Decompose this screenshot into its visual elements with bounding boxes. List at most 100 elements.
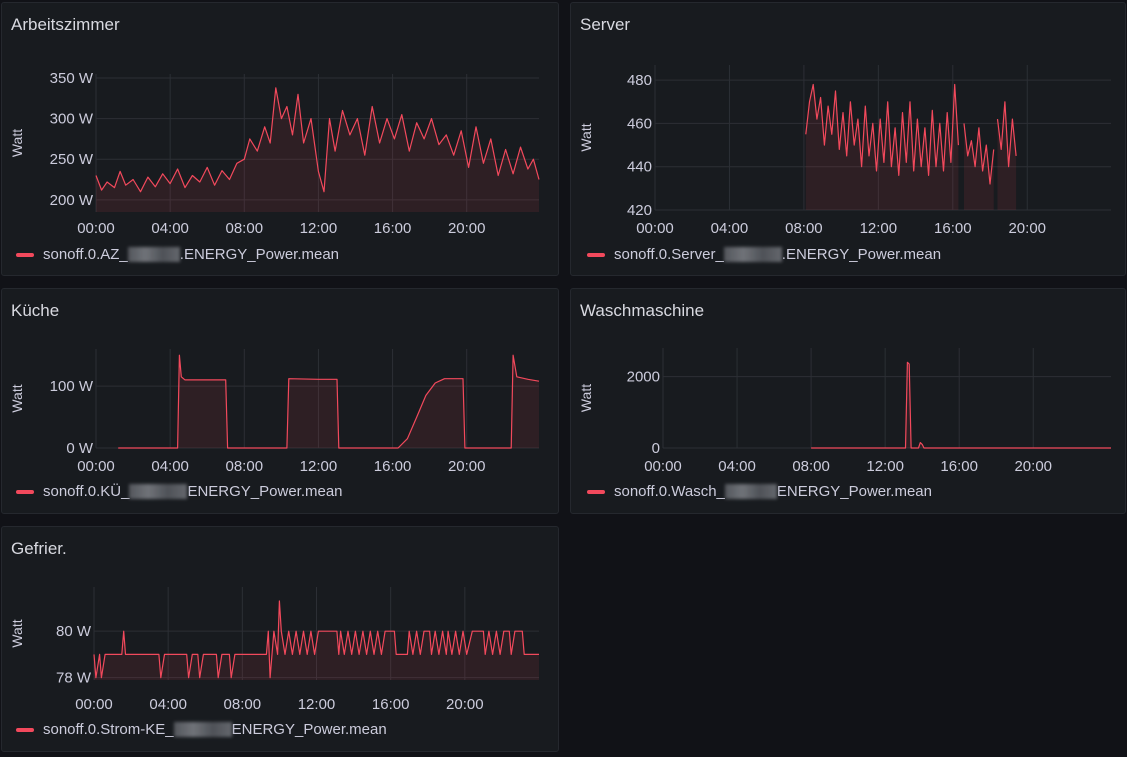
x-tick-label: 08:00 [792, 458, 830, 475]
chart-waschmaschine[interactable]: 00:00 04:00 08:00 12:00 16:00 20:00 0 2000 Watt [571, 289, 1125, 513]
legend-label-suffix: ENERGY_Power.mean [231, 721, 387, 738]
panel-server[interactable]: Server 00:00 04:00 08:00 12:00 16:00 20:00 420… [570, 2, 1126, 276]
legend-label-prefix: sonoff.0.KÜ_ [43, 483, 130, 500]
x-tick-label: 00:00 [77, 220, 115, 237]
series-line[interactable] [963, 123, 995, 185]
x-tick-label: 20:00 [448, 458, 486, 475]
x-tick-label: 04:00 [718, 458, 756, 475]
chart-arbeitszimmer[interactable]: 00:00 04:00 08:00 12:00 16:00 20:00 200 W 250 W… [2, 3, 558, 275]
panel-waschmaschine[interactable]: Waschmaschine 00:00 04:00 08:00 12:00 16:00 2… [570, 288, 1126, 514]
series-area [997, 101, 1017, 210]
panel-arbeitszimmer[interactable]: Arbeitszimmer 00:00 04:00 08:00 12:00 16:00 2… [1, 2, 559, 276]
legend-item[interactable]: sonoff.0.Server_ .ENERGY_Power.mean [587, 246, 941, 263]
x-tick-label: 12:00 [298, 696, 336, 713]
series-line[interactable] [95, 87, 540, 193]
y-tick-label: 100 W [50, 378, 94, 395]
x-tick-label: 12:00 [866, 458, 904, 475]
x-tick-label: 04:00 [149, 696, 187, 713]
redacted-text [129, 484, 188, 499]
x-tick-label: 00:00 [644, 458, 682, 475]
y-tick-label: 200 W [50, 192, 94, 209]
series-line[interactable] [811, 361, 1111, 449]
legend-item[interactable]: sonoff.0.Wasch_ ENERGY_Power.mean [587, 483, 932, 500]
x-tick-label: 16:00 [374, 458, 412, 475]
series-line[interactable] [118, 354, 540, 449]
legend-label-suffix: ENERGY_Power.mean [187, 483, 343, 500]
y-tick-label: 80 W [56, 623, 92, 640]
y-axis-label: Watt [578, 384, 594, 412]
x-tick-label: 00:00 [75, 696, 113, 713]
panel-title[interactable]: Arbeitszimmer [11, 15, 120, 34]
x-tick-label: 12:00 [860, 220, 898, 237]
series-line[interactable] [93, 600, 539, 679]
y-tick-label: 2000 [627, 369, 660, 386]
x-tick-label: 08:00 [785, 220, 823, 237]
y-tick-label: 0 W [66, 440, 94, 457]
y-tick-label: 440 [627, 159, 652, 176]
y-tick-label: 420 [627, 202, 652, 219]
x-tick-label: 20:00 [446, 696, 484, 713]
legend-item[interactable]: sonoff.0.Strom-KE_ ENERGY_Power.mean [16, 721, 387, 738]
x-tick-label: 12:00 [300, 458, 338, 475]
legend-label-prefix: sonoff.0.Strom-KE_ [43, 721, 174, 738]
legend-item[interactable]: sonoff.0.KÜ_ ENERGY_Power.mean [16, 483, 343, 500]
legend-label-prefix: sonoff.0.Server_ [614, 246, 724, 263]
legend-label-prefix: sonoff.0.AZ_ [43, 246, 128, 263]
series-line[interactable] [805, 83, 959, 176]
x-tick-label: 04:00 [711, 220, 749, 237]
x-tick-label: 08:00 [226, 220, 264, 237]
legend-swatch [587, 489, 605, 494]
y-axis-label: Watt [9, 384, 25, 412]
y-tick-label: 78 W [56, 670, 92, 687]
y-tick-label: 350 W [50, 70, 94, 87]
chart-gefrier[interactable]: 00:00 04:00 08:00 12:00 16:00 20:00 78 W 80 W Wa… [2, 527, 558, 751]
series-area [94, 601, 539, 680]
legend-label-prefix: sonoff.0.Wasch_ [614, 483, 725, 500]
legend-swatch [587, 252, 605, 257]
series-line[interactable] [996, 101, 1017, 168]
x-tick-label: 08:00 [224, 696, 262, 713]
panel-kueche[interactable]: Küche 00:00 04:00 08:00 12:00 16:00 20:00 0 W 1… [1, 288, 559, 514]
panel-gefrier[interactable]: Gefrier. 00:00 04:00 08:00 12:00 16:00 20:00 7… [1, 526, 559, 752]
legend-swatch [16, 727, 34, 732]
x-tick-label: 16:00 [372, 696, 410, 713]
redacted-text [173, 722, 232, 737]
x-tick-label: 04:00 [151, 220, 189, 237]
y-tick-label: 250 W [50, 151, 94, 168]
legend-swatch [16, 252, 34, 257]
y-tick-label: 0 [652, 440, 660, 457]
series-area [96, 87, 539, 212]
x-tick-label: 08:00 [226, 458, 264, 475]
x-tick-label: 20:00 [448, 220, 486, 237]
y-tick-label: 300 W [50, 111, 94, 128]
x-tick-label: 20:00 [1008, 220, 1046, 237]
y-axis-label: Watt [9, 129, 25, 157]
panel-title[interactable]: Waschmaschine [580, 301, 705, 320]
legend-swatch [16, 489, 34, 494]
x-tick-label: 16:00 [934, 220, 972, 237]
x-tick-label: 16:00 [374, 220, 412, 237]
x-tick-label: 00:00 [636, 220, 674, 237]
panel-title[interactable]: Küche [11, 301, 60, 320]
panel-title[interactable]: Gefrier. [11, 539, 67, 558]
legend-item[interactable]: sonoff.0.AZ_ .ENERGY_Power.mean [16, 246, 339, 263]
series-area [811, 362, 1111, 448]
legend-label-suffix: ENERGY_Power.mean [776, 483, 932, 500]
x-tick-label: 04:00 [151, 458, 189, 475]
panel-title[interactable]: Server [580, 15, 631, 34]
x-tick-label: 12:00 [300, 220, 338, 237]
x-tick-label: 16:00 [940, 458, 978, 475]
chart-kueche[interactable]: 00:00 04:00 08:00 12:00 16:00 20:00 0 W 100 W Wa… [2, 289, 558, 513]
redacted-text [723, 247, 782, 262]
y-tick-label: 460 [627, 115, 652, 132]
y-axis-label: Watt [9, 619, 25, 647]
redacted-text [724, 484, 777, 499]
series-area [118, 355, 539, 448]
legend-label-suffix: .ENERGY_Power.mean [781, 246, 942, 263]
y-tick-label: 480 [627, 72, 652, 89]
x-tick-label: 20:00 [1014, 458, 1052, 475]
x-tick-label: 00:00 [77, 458, 115, 475]
chart-server[interactable]: 00:00 04:00 08:00 12:00 16:00 20:00 420 440 460 4… [571, 3, 1125, 275]
legend-label-suffix: .ENERGY_Power.mean [179, 246, 340, 263]
y-axis-label: Watt [578, 123, 594, 151]
